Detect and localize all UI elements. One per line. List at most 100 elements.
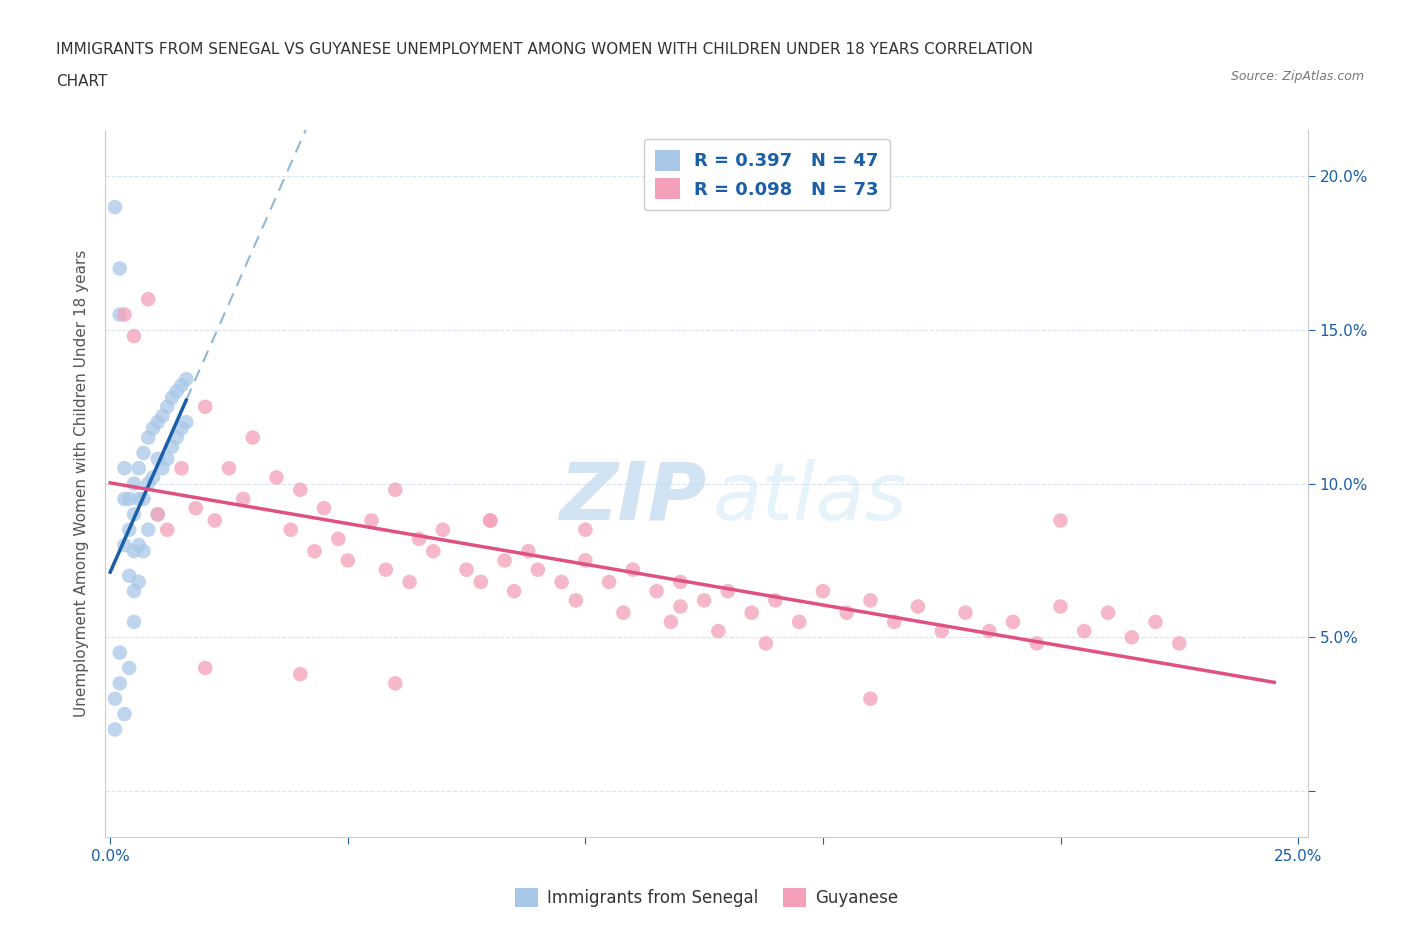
Point bbox=[859, 691, 882, 706]
Point bbox=[122, 615, 145, 630]
Point bbox=[136, 430, 159, 445]
Point bbox=[598, 575, 620, 590]
Point bbox=[422, 544, 444, 559]
Point bbox=[669, 599, 692, 614]
Point bbox=[955, 605, 977, 620]
Point bbox=[266, 470, 288, 485]
Point bbox=[128, 492, 150, 507]
Point bbox=[527, 563, 550, 578]
Point bbox=[170, 460, 193, 475]
Point bbox=[384, 676, 406, 691]
Point bbox=[142, 421, 165, 436]
Point bbox=[765, 593, 787, 608]
Point bbox=[290, 667, 312, 682]
Point bbox=[479, 513, 502, 528]
Point bbox=[122, 584, 145, 599]
Point bbox=[122, 476, 145, 491]
Point bbox=[136, 292, 159, 307]
Point bbox=[374, 563, 396, 578]
Point bbox=[290, 483, 312, 498]
Point bbox=[142, 470, 165, 485]
Point bbox=[645, 584, 668, 599]
Point bbox=[128, 575, 150, 590]
Point bbox=[280, 523, 302, 538]
Point bbox=[174, 372, 197, 387]
Point bbox=[336, 553, 359, 568]
Point bbox=[360, 513, 382, 528]
Point bbox=[479, 513, 502, 528]
Point bbox=[114, 707, 136, 722]
Text: IMMIGRANTS FROM SENEGAL VS GUYANESE UNEMPLOYMENT AMONG WOMEN WITH CHILDREN UNDER: IMMIGRANTS FROM SENEGAL VS GUYANESE UNEM… bbox=[56, 42, 1033, 57]
Point bbox=[304, 544, 326, 559]
Point bbox=[503, 584, 526, 599]
Point bbox=[194, 399, 217, 414]
Point bbox=[114, 538, 136, 552]
Text: Source: ZipAtlas.com: Source: ZipAtlas.com bbox=[1230, 70, 1364, 83]
Point bbox=[128, 538, 150, 552]
Point bbox=[108, 676, 131, 691]
Point bbox=[122, 544, 145, 559]
Point bbox=[621, 563, 644, 578]
Point bbox=[693, 593, 716, 608]
Point bbox=[859, 593, 882, 608]
Point bbox=[1049, 513, 1071, 528]
Point bbox=[456, 563, 478, 578]
Point bbox=[146, 415, 169, 430]
Point bbox=[118, 568, 141, 583]
Point bbox=[136, 523, 159, 538]
Point bbox=[174, 415, 197, 430]
Point bbox=[432, 523, 454, 538]
Point bbox=[565, 593, 588, 608]
Point bbox=[146, 507, 169, 522]
Point bbox=[1168, 636, 1191, 651]
Point bbox=[574, 553, 596, 568]
Point bbox=[104, 722, 127, 737]
Text: CHART: CHART bbox=[56, 74, 108, 89]
Point bbox=[156, 452, 179, 467]
Text: ZIP: ZIP bbox=[560, 458, 707, 537]
Point bbox=[132, 544, 155, 559]
Point bbox=[104, 200, 127, 215]
Point bbox=[132, 445, 155, 460]
Point bbox=[328, 531, 350, 546]
Point bbox=[104, 691, 127, 706]
Point bbox=[398, 575, 420, 590]
Point bbox=[811, 584, 834, 599]
Point bbox=[312, 500, 335, 515]
Point bbox=[787, 615, 810, 630]
Point bbox=[232, 492, 254, 507]
Point bbox=[118, 660, 141, 675]
Point bbox=[118, 492, 141, 507]
Point bbox=[166, 430, 188, 445]
Point bbox=[194, 660, 217, 675]
Point bbox=[612, 605, 634, 620]
Legend: Immigrants from Senegal, Guyanese: Immigrants from Senegal, Guyanese bbox=[509, 881, 904, 913]
Point bbox=[160, 439, 183, 454]
Point bbox=[1073, 624, 1095, 639]
Point bbox=[550, 575, 572, 590]
Point bbox=[108, 307, 131, 322]
Point bbox=[1049, 599, 1071, 614]
Point bbox=[160, 390, 183, 405]
Point bbox=[118, 523, 141, 538]
Point bbox=[517, 544, 540, 559]
Point bbox=[170, 421, 193, 436]
Point bbox=[218, 460, 240, 475]
Point bbox=[1121, 630, 1143, 644]
Point bbox=[835, 605, 858, 620]
Point bbox=[659, 615, 682, 630]
Point bbox=[156, 399, 179, 414]
Point bbox=[136, 476, 159, 491]
Point bbox=[1025, 636, 1047, 651]
Point bbox=[128, 460, 150, 475]
Point bbox=[152, 460, 174, 475]
Point bbox=[114, 492, 136, 507]
Point bbox=[156, 523, 179, 538]
Point bbox=[132, 492, 155, 507]
Point bbox=[1001, 615, 1024, 630]
Point bbox=[152, 408, 174, 423]
Point bbox=[741, 605, 763, 620]
Point bbox=[707, 624, 730, 639]
Point bbox=[883, 615, 905, 630]
Point bbox=[494, 553, 516, 568]
